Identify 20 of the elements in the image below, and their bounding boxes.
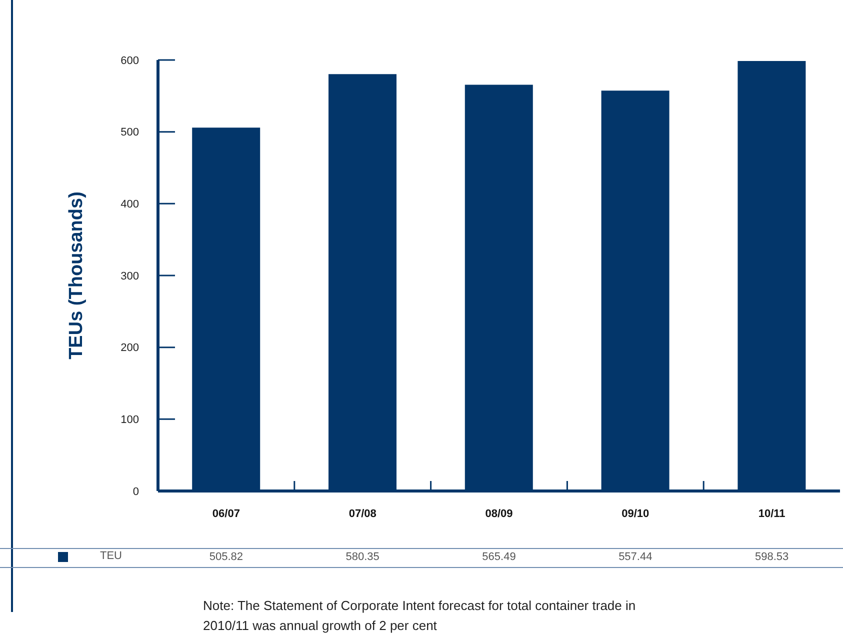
data-label: 598.53 bbox=[754, 551, 789, 563]
x-tick-label: 09/10 bbox=[622, 508, 650, 520]
x-tick-label: 10/11 bbox=[758, 508, 786, 520]
text: TEU bbox=[100, 550, 122, 562]
y-tick-label: 100 bbox=[120, 414, 139, 426]
data-label: 565.49 bbox=[482, 551, 516, 563]
y-tick-label: 600 bbox=[120, 54, 139, 67]
data-label: 557.44 bbox=[618, 551, 652, 563]
x-tick-label: 08/09 bbox=[485, 508, 513, 520]
y-tick-label: 200 bbox=[120, 342, 139, 354]
y-tick-label: 0 bbox=[132, 486, 139, 498]
y-tick-label: 500 bbox=[120, 126, 139, 139]
text: Note: The Statement of Corporate Intent forecast for total container trade in 2010/11 was annual growth of 2 per cent bbox=[203, 597, 637, 635]
y-tick-label: 300 bbox=[120, 270, 139, 282]
x-tick-label: 07/08 bbox=[348, 508, 376, 520]
data-label: 580.35 bbox=[346, 551, 380, 563]
x-tick-label: 06/07 bbox=[212, 508, 240, 520]
data-label: 505.82 bbox=[209, 551, 244, 563]
y-axis-title: TEUs (Thousands) bbox=[66, 192, 86, 360]
y-tick-label: 400 bbox=[120, 198, 139, 211]
